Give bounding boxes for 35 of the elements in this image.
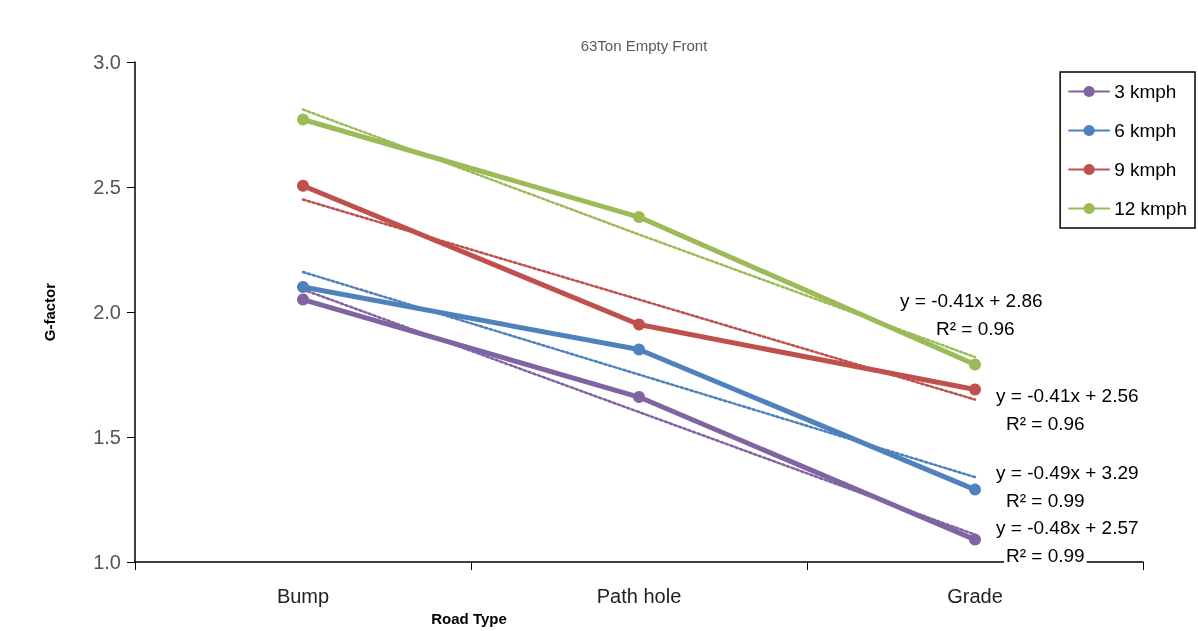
annotation: y = -0.41x + 2.86 xyxy=(900,289,1043,311)
y-tick-label: 3.0 xyxy=(93,51,121,73)
point xyxy=(297,293,309,306)
chart-title: 63Ton Empty Front xyxy=(580,37,709,54)
annotation: R² = 0.99 xyxy=(1006,489,1085,511)
annotation: y = -0.41x + 2.56 xyxy=(996,384,1139,406)
y-tick-label: 1.0 xyxy=(93,551,121,574)
legend-label: 6 kmph xyxy=(1114,120,1177,141)
y-tick-label: 2.5 xyxy=(93,176,121,199)
point xyxy=(633,318,645,331)
x-tick-label: Path hole xyxy=(596,585,682,608)
legend-label: 9 kmph xyxy=(1114,159,1177,180)
point xyxy=(297,179,309,192)
annotation: y = -0.48x + 2.57 xyxy=(996,516,1139,538)
y-axis-title: G-factor xyxy=(41,282,58,342)
annotation: R² = 0.96 xyxy=(936,317,1015,339)
x-tick-label: Bump xyxy=(276,585,330,608)
y-tick-label: 1.5 xyxy=(93,426,121,449)
point xyxy=(633,211,645,224)
point xyxy=(633,343,645,356)
point xyxy=(969,533,981,546)
x-tick-label: Grade xyxy=(947,585,1003,608)
point xyxy=(633,391,645,404)
legend-label: 3 kmph xyxy=(1114,81,1177,102)
x-axis-title: Road Type xyxy=(431,610,507,627)
point xyxy=(969,483,981,496)
point xyxy=(297,281,309,294)
point xyxy=(297,113,309,126)
y-tick-label: 2.0 xyxy=(93,301,121,324)
point xyxy=(969,358,981,371)
point xyxy=(969,383,981,396)
annotation: y = -0.49x + 3.29 xyxy=(996,461,1139,483)
annotation: R² = 0.96 xyxy=(1006,412,1085,434)
legend-label: 12 kmph xyxy=(1114,198,1187,219)
annotation: R² = 0.99 xyxy=(1006,544,1085,566)
